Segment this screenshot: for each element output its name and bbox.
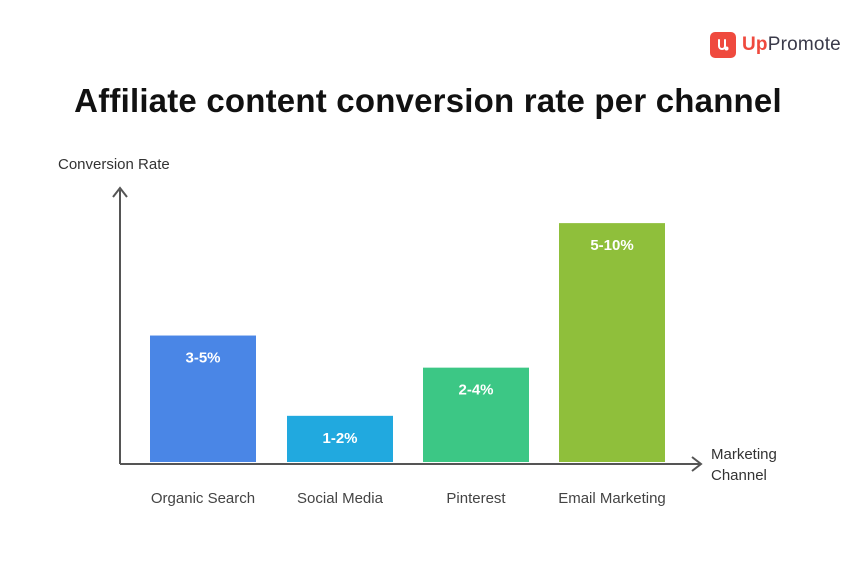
x-axis-arrow-icon [691, 456, 703, 472]
category-label: Organic Search [151, 490, 255, 507]
data-label: 5-10% [590, 237, 633, 254]
x-axis-label-line2: Channel [711, 467, 767, 484]
chart-title: Affiliate content conversion rate per ch… [74, 82, 782, 119]
y-axis-label: Conversion Rate [58, 156, 170, 173]
category-label: Email Marketing [558, 490, 666, 507]
bar-organic-search [148, 333, 258, 464]
category-label: Social Media [297, 490, 384, 507]
y-axis-arrow-icon [112, 186, 128, 198]
upromote-logo-icon [710, 32, 736, 58]
x-axis-label-line1: Marketing [711, 446, 777, 463]
data-label: 1-2% [322, 430, 357, 447]
category-label: Pinterest [446, 490, 506, 507]
brand-logo: UpPromote [710, 32, 841, 58]
data-label: 3-5% [185, 350, 220, 367]
bar-social-media [285, 413, 395, 464]
bar-email-marketing [557, 221, 667, 464]
data-label: 2-4% [458, 382, 493, 399]
brand-name: UpPromote [742, 34, 841, 55]
